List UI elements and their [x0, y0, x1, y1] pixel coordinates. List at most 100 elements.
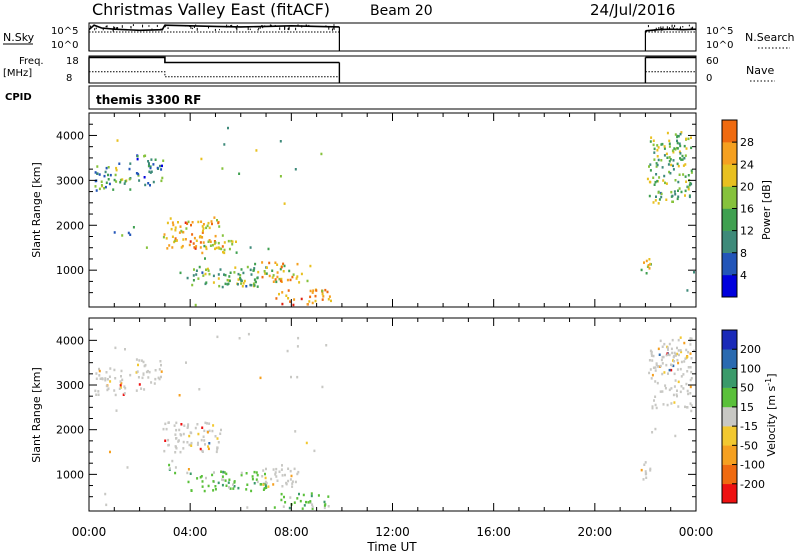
velocity-cell: [299, 499, 302, 503]
power-cell: [680, 131, 683, 134]
cpid-label: CPID: [5, 92, 32, 103]
power-cell: [98, 187, 101, 191]
power-cell: [282, 270, 285, 273]
nsky-sample: [226, 24, 228, 28]
freq-panel-frame: [88, 55, 697, 84]
velocity-cell: [275, 475, 278, 478]
power-cell: [105, 166, 108, 170]
power-cell: [668, 170, 671, 174]
velocity-cell: [663, 371, 666, 374]
velocity-cell: [174, 433, 177, 436]
velocity-cell: [123, 385, 126, 388]
velocity-cell: [169, 467, 171, 470]
velocity-cell: [120, 381, 123, 385]
power-cell: [238, 172, 241, 175]
power-cell: [254, 262, 257, 266]
velocity-cell: [655, 363, 658, 367]
velocity-cell: [676, 394, 678, 398]
power-cell: [652, 139, 655, 142]
velocity-cell: [307, 501, 310, 504]
power-cell: [206, 267, 209, 271]
power-cell: [94, 185, 97, 188]
power-cell: [202, 223, 205, 226]
power-cell: [124, 180, 127, 183]
velocity-cell: [180, 423, 183, 426]
nsearch-tick-bottom: 10^0: [706, 40, 733, 51]
power-cell: [672, 159, 675, 162]
nsky-sample: [328, 27, 330, 30]
velocity-cell: [284, 473, 286, 477]
power-cell: [254, 280, 257, 284]
power-cell: [119, 178, 122, 182]
power-cell: [264, 272, 267, 275]
velocity-colorbar-frame: [721, 329, 738, 504]
nsky-label: N.Sky: [3, 31, 35, 44]
power-cell: [687, 137, 690, 141]
velocity-cell: [200, 475, 203, 478]
power-cell: [656, 179, 659, 183]
velocity-cell: [160, 370, 163, 373]
nsky-sample: [301, 25, 303, 28]
velocity-cell: [291, 482, 294, 485]
power-colorbar-tick-label: 24: [740, 158, 754, 171]
velocity-cell: [648, 359, 651, 362]
time-tick-label: 12:00: [375, 525, 410, 539]
power-cell: [178, 231, 181, 234]
velocity-ytick-label: 4000: [56, 334, 84, 347]
power-cell: [171, 221, 174, 224]
power-cell: [676, 162, 679, 166]
power-cell: [275, 280, 278, 284]
velocity-cell: [154, 369, 157, 372]
power-cell: [330, 299, 332, 303]
velocity-cell: [689, 402, 692, 405]
velocity-cell: [208, 442, 211, 445]
velocity-cell: [686, 389, 689, 393]
power-cell: [268, 274, 271, 278]
velocity-cell: [291, 485, 294, 488]
power-cell: [205, 268, 207, 271]
power-cell: [235, 240, 237, 243]
velocity-cell: [215, 450, 218, 454]
power-cell: [271, 276, 274, 279]
power-cell: [249, 246, 252, 249]
power-cell: [255, 149, 258, 152]
velocity-cell: [301, 507, 304, 510]
power-cell: [184, 238, 187, 241]
power-cell: [268, 261, 271, 265]
power-cell: [674, 193, 677, 196]
power-cell: [217, 277, 220, 280]
power-cell: [687, 185, 690, 189]
velocity-cell: [287, 467, 290, 470]
nsky-sample: [117, 27, 119, 29]
power-cell: [204, 257, 206, 260]
velocity-cell: [289, 478, 292, 481]
power-cell: [663, 174, 666, 178]
nsky-sample: [231, 24, 233, 27]
velocity-cell: [668, 353, 671, 357]
velocity-cell: [135, 389, 138, 392]
velocity-cell: [126, 466, 129, 469]
power-cell: [150, 158, 153, 161]
power-cell: [104, 170, 107, 174]
velocity-cell: [171, 459, 174, 463]
velocity-cell: [174, 466, 177, 469]
velocity-cell: [138, 359, 141, 362]
nsky-sample: [288, 26, 290, 30]
power-cell: [208, 272, 211, 276]
velocity-cell: [120, 375, 122, 378]
power-cell: [287, 289, 290, 292]
velocity-cell: [311, 505, 314, 509]
velocity-cell: [668, 342, 671, 346]
power-cell: [207, 221, 210, 225]
power-cell: [279, 279, 282, 283]
velocity-cell: [104, 377, 107, 380]
velocity-cell: [232, 487, 235, 490]
power-cell: [100, 184, 103, 187]
velocity-cell: [119, 384, 122, 387]
power-cell: [266, 266, 268, 269]
velocity-colorbar-swatch: [722, 464, 737, 485]
power-cell: [190, 223, 192, 227]
power-cell: [156, 166, 159, 170]
power-heatmap: [94, 126, 695, 307]
nsky-sample: [105, 25, 107, 28]
